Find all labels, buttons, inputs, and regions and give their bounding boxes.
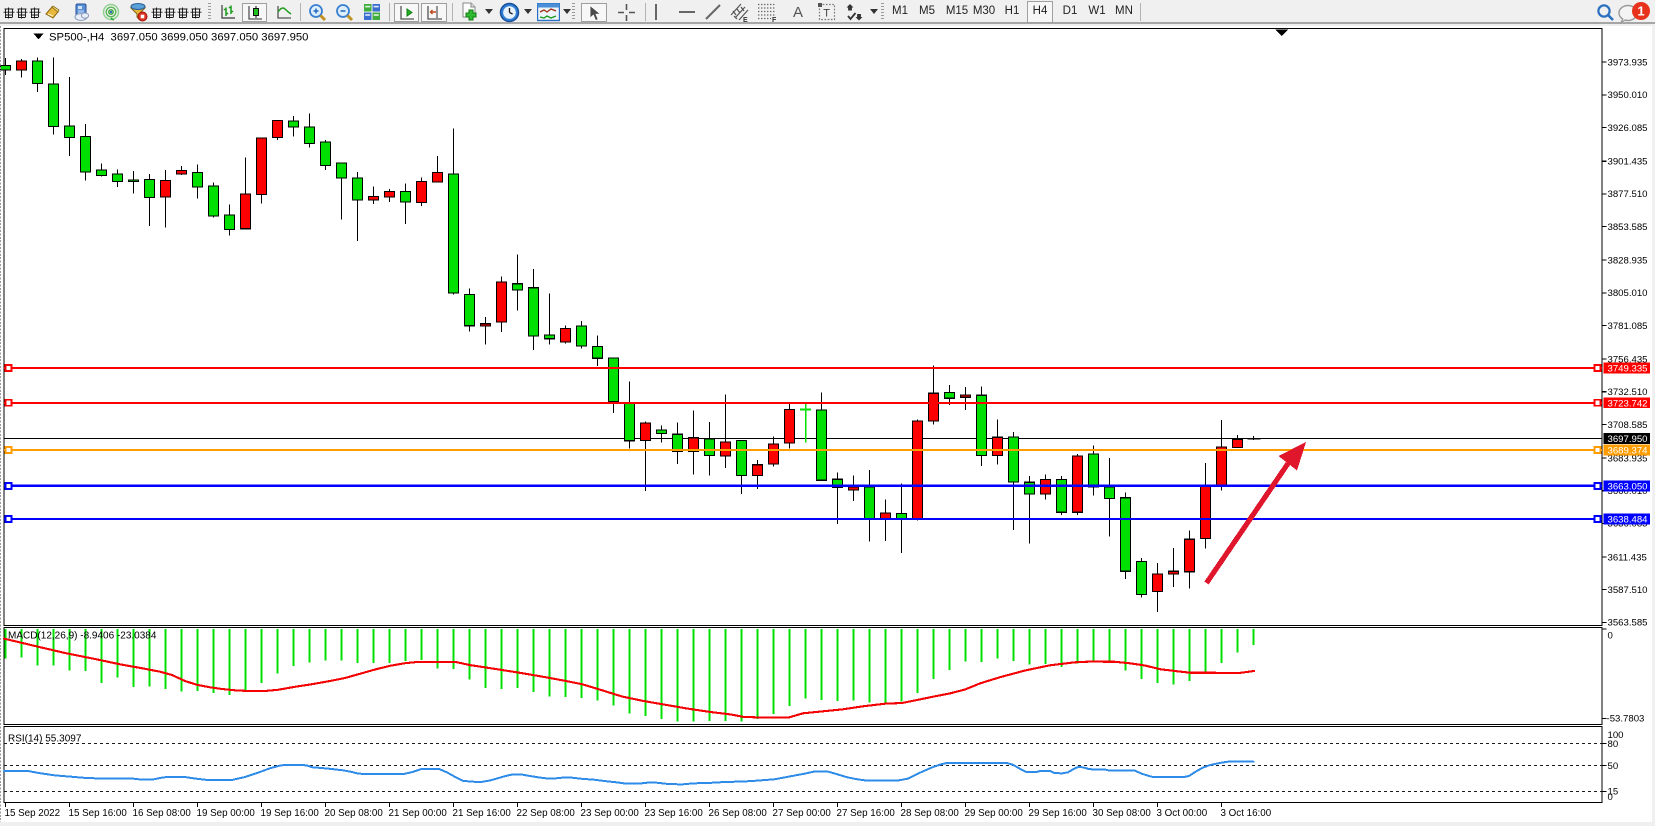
svg-text:3 Oct 00:00: 3 Oct 00:00 bbox=[1157, 808, 1208, 819]
svg-text:3723.742: 3723.742 bbox=[1608, 398, 1648, 409]
svg-text:E: E bbox=[743, 17, 748, 23]
svg-text:22 Sep 08:00: 22 Sep 08:00 bbox=[517, 808, 576, 819]
svg-text:3973.935: 3973.935 bbox=[1608, 57, 1648, 68]
svg-text:3926.085: 3926.085 bbox=[1608, 123, 1648, 134]
svg-text:100: 100 bbox=[1608, 730, 1624, 741]
svg-text:19 Sep 00:00: 19 Sep 00:00 bbox=[197, 808, 256, 819]
svg-text:3611.435: 3611.435 bbox=[1608, 552, 1647, 563]
svg-text:MACD(12,26,9) -8.9406 -23.0384: MACD(12,26,9) -8.9406 -23.0384 bbox=[8, 631, 157, 642]
svg-text:50: 50 bbox=[1608, 761, 1619, 772]
svg-text:-53.7803: -53.7803 bbox=[1607, 714, 1645, 725]
svg-text:3950.010: 3950.010 bbox=[1608, 90, 1648, 101]
svg-text:3663.050: 3663.050 bbox=[1608, 481, 1648, 492]
svg-text:15 Sep 2022: 15 Sep 2022 bbox=[5, 808, 61, 819]
svg-text:RSI(14) 55.3097: RSI(14) 55.3097 bbox=[8, 734, 82, 745]
svg-text:15: 15 bbox=[1608, 787, 1619, 798]
svg-text:3563.585: 3563.585 bbox=[1608, 618, 1648, 629]
svg-text:19 Sep 16:00: 19 Sep 16:00 bbox=[261, 808, 320, 819]
svg-text:3638.484: 3638.484 bbox=[1608, 515, 1649, 526]
svg-text:3708.585: 3708.585 bbox=[1608, 420, 1648, 431]
svg-text:T: T bbox=[823, 8, 830, 20]
svg-text:27 Sep 16:00: 27 Sep 16:00 bbox=[837, 808, 896, 819]
svg-text:0: 0 bbox=[1608, 630, 1613, 641]
svg-text:30 Sep 08:00: 30 Sep 08:00 bbox=[1093, 808, 1152, 819]
svg-text:3697.950: 3697.950 bbox=[1608, 434, 1648, 445]
svg-text:21 Sep 16:00: 21 Sep 16:00 bbox=[453, 808, 512, 819]
svg-text:F: F bbox=[772, 17, 777, 23]
svg-text:SP500-,H4 3697.050 3699.050 3: SP500-,H4 3697.050 3699.050 3697.050 369… bbox=[49, 32, 308, 44]
svg-text:3683.935: 3683.935 bbox=[1608, 453, 1648, 464]
svg-text:29 Sep 16:00: 29 Sep 16:00 bbox=[1029, 808, 1088, 819]
svg-text:20 Sep 08:00: 20 Sep 08:00 bbox=[325, 808, 384, 819]
svg-text:3805.010: 3805.010 bbox=[1608, 288, 1648, 299]
svg-text:26 Sep 08:00: 26 Sep 08:00 bbox=[709, 808, 768, 819]
svg-text:0: 0 bbox=[1608, 792, 1613, 803]
svg-text:3877.510: 3877.510 bbox=[1608, 189, 1648, 200]
svg-text:3828.935: 3828.935 bbox=[1608, 256, 1648, 267]
svg-text:15 Sep 16:00: 15 Sep 16:00 bbox=[69, 808, 128, 819]
svg-text:3756.435: 3756.435 bbox=[1608, 355, 1648, 366]
svg-text:3 Oct 16:00: 3 Oct 16:00 bbox=[1221, 808, 1272, 819]
svg-text:16 Sep 08:00: 16 Sep 08:00 bbox=[133, 808, 192, 819]
svg-text:3660.010: 3660.010 bbox=[1608, 486, 1648, 497]
svg-text:23 Sep 16:00: 23 Sep 16:00 bbox=[645, 808, 704, 819]
svg-text:3689.374: 3689.374 bbox=[1608, 445, 1649, 456]
svg-text:80: 80 bbox=[1608, 739, 1619, 750]
svg-text:23 Sep 00:00: 23 Sep 00:00 bbox=[581, 808, 640, 819]
svg-text:27 Sep 00:00: 27 Sep 00:00 bbox=[773, 808, 832, 819]
svg-text:21 Sep 00:00: 21 Sep 00:00 bbox=[389, 808, 448, 819]
svg-text:3781.085: 3781.085 bbox=[1608, 321, 1648, 332]
svg-text:29 Sep 00:00: 29 Sep 00:00 bbox=[965, 808, 1024, 819]
svg-text:3901.435: 3901.435 bbox=[1608, 157, 1648, 168]
svg-text:3853.585: 3853.585 bbox=[1608, 222, 1648, 233]
svg-text:1: 1 bbox=[1637, 4, 1644, 19]
svg-text:28 Sep 08:00: 28 Sep 08:00 bbox=[901, 808, 960, 819]
svg-text:3587.510: 3587.510 bbox=[1608, 585, 1648, 596]
svg-text:3732.510: 3732.510 bbox=[1608, 387, 1648, 398]
svg-text:3749.335: 3749.335 bbox=[1608, 364, 1648, 375]
